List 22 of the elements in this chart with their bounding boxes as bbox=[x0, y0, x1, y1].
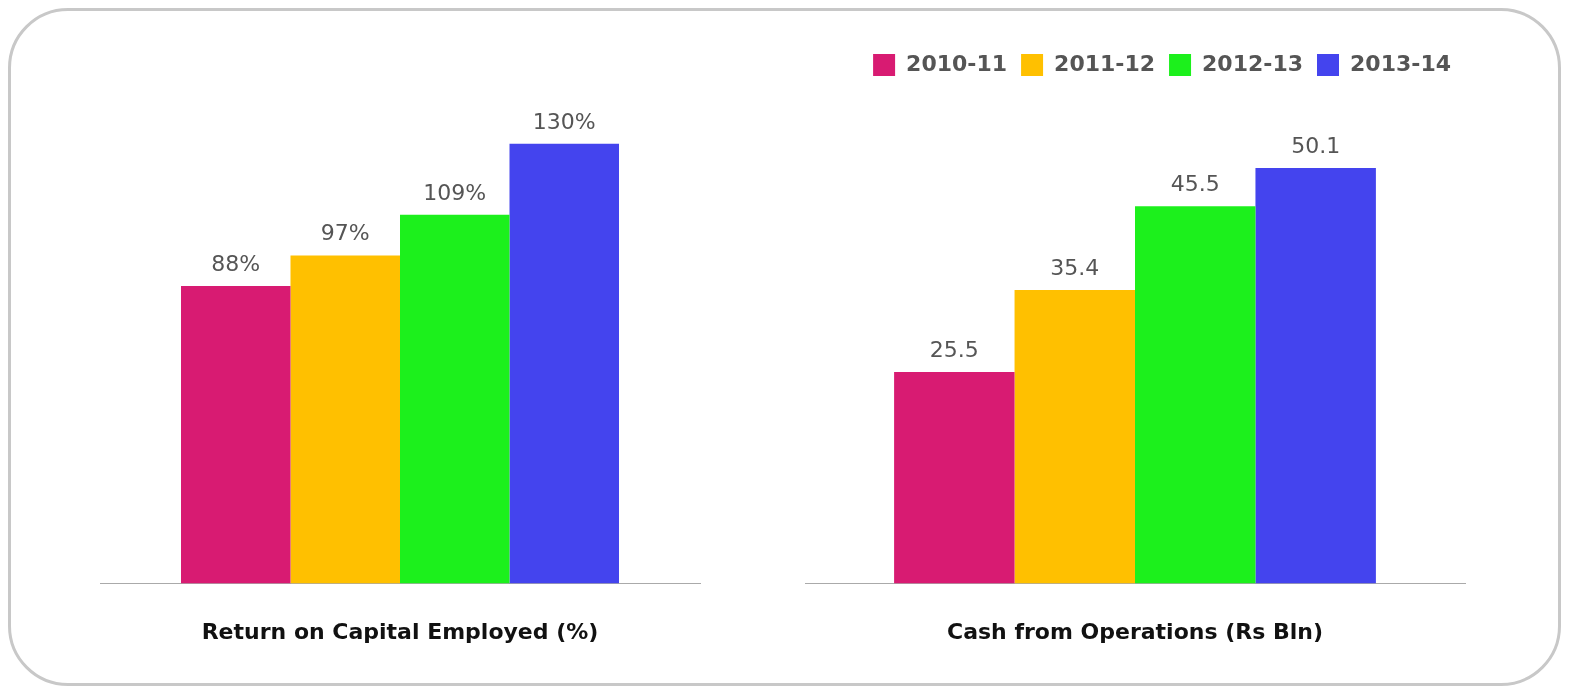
data-label: 97% bbox=[320, 220, 370, 246]
bar bbox=[1255, 168, 1376, 584]
x-axis-title: Cash from Operations (Rs Bln) bbox=[947, 618, 1323, 644]
data-label: 50.1 bbox=[1291, 132, 1341, 158]
data-label: 45.5 bbox=[1170, 170, 1220, 196]
bar bbox=[400, 214, 510, 584]
bar bbox=[1014, 290, 1135, 584]
x-axis-title: Return on Capital Employed (%) bbox=[201, 618, 599, 644]
bar bbox=[290, 255, 400, 584]
bar bbox=[509, 143, 619, 584]
legend-label: 2012-13 bbox=[1202, 50, 1304, 76]
bar bbox=[1135, 206, 1256, 584]
data-label: 35.4 bbox=[1050, 254, 1100, 280]
legend-label: 2013-14 bbox=[1350, 50, 1452, 76]
legend-label: 2010-11 bbox=[906, 50, 1008, 76]
bar bbox=[181, 285, 291, 584]
data-label: 25.5 bbox=[929, 336, 979, 362]
bar bbox=[894, 372, 1015, 584]
data-label: 130% bbox=[532, 108, 596, 134]
data-label: 88% bbox=[211, 250, 261, 276]
legend-label: 2011-12 bbox=[1054, 50, 1156, 76]
data-label: 109% bbox=[423, 179, 487, 205]
